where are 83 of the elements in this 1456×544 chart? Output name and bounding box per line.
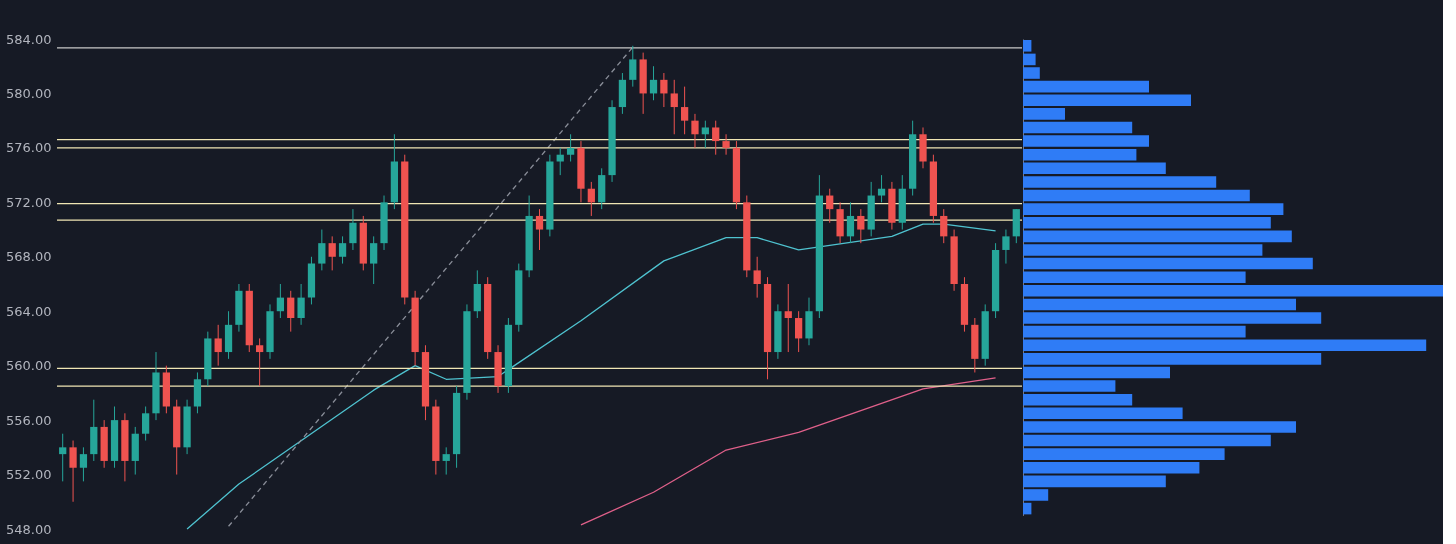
candlestick <box>59 433 67 482</box>
candlestick <box>328 235 336 271</box>
candlestick <box>318 229 326 271</box>
candlestick <box>940 208 948 244</box>
candlestick <box>629 45 637 88</box>
y-tick-label: 580.00 <box>6 85 52 101</box>
bar <box>1023 421 1296 433</box>
candlestick <box>701 120 709 149</box>
candlestick <box>680 86 689 135</box>
bar <box>1023 298 1296 311</box>
candlestick <box>660 72 668 108</box>
bar <box>1023 502 1032 515</box>
bar <box>1023 434 1271 447</box>
bar <box>1023 216 1271 229</box>
candlestick <box>535 208 544 251</box>
bar <box>1023 176 1217 188</box>
candlestick <box>587 181 595 217</box>
y-tick-label: 560.00 <box>6 358 52 374</box>
candlestick <box>349 208 357 251</box>
bar <box>1023 257 1313 270</box>
bar <box>1023 407 1183 420</box>
y-tick-label: 568.00 <box>6 249 52 265</box>
bar <box>1023 448 1225 460</box>
y-tick-label: 552.00 <box>6 467 52 483</box>
candlestick <box>795 310 803 353</box>
candlestick <box>69 440 77 503</box>
candlestick <box>784 283 792 353</box>
bar <box>1023 366 1170 379</box>
candlestick <box>276 283 284 319</box>
candlestick <box>141 406 150 442</box>
candlestick <box>79 446 88 482</box>
y-tick-label: 564.00 <box>6 303 52 319</box>
y-tick-label: 572.00 <box>6 194 52 210</box>
bar <box>1023 135 1149 147</box>
candlestick <box>442 446 450 476</box>
bar <box>1023 230 1292 243</box>
bar <box>1023 94 1191 107</box>
bar <box>1023 148 1137 161</box>
bar <box>1023 108 1065 120</box>
bar <box>1023 353 1322 365</box>
candlestick <box>857 208 865 244</box>
bar <box>1023 285 1443 297</box>
candlestick <box>712 120 720 156</box>
bar <box>1023 339 1427 352</box>
bar <box>1023 121 1133 134</box>
candlestick <box>297 283 305 326</box>
bar <box>1023 67 1040 79</box>
candlestick <box>753 256 761 299</box>
bar <box>1023 271 1246 283</box>
candlestick <box>649 65 658 101</box>
bar <box>1023 312 1322 324</box>
y-tick-label: 584.00 <box>6 31 52 47</box>
candlestick <box>556 147 564 176</box>
bar <box>1023 203 1284 215</box>
candlestick <box>338 235 347 265</box>
candlestick <box>256 337 264 387</box>
bar <box>1023 162 1166 175</box>
bar <box>1023 189 1250 202</box>
candlestick <box>214 324 222 367</box>
bar <box>1023 53 1036 66</box>
bar <box>1023 325 1246 338</box>
candlestick <box>370 235 378 285</box>
candlestick <box>670 79 678 135</box>
y-tick-label: 576.00 <box>6 140 52 156</box>
bar <box>1023 489 1049 501</box>
candlestick <box>691 113 699 149</box>
bar <box>1023 244 1263 256</box>
candlestick <box>877 174 886 203</box>
bar <box>1023 380 1116 392</box>
candlestick <box>846 201 855 244</box>
bar <box>1023 80 1149 93</box>
candlestick <box>566 133 575 162</box>
bar <box>1023 461 1200 474</box>
candlestick <box>287 290 295 333</box>
bar <box>1023 393 1133 406</box>
y-tick-label: 556.00 <box>6 412 52 428</box>
bar <box>1023 40 1032 52</box>
y-tick-label: 548.00 <box>6 521 52 537</box>
line-series <box>580 377 997 526</box>
candlestick <box>722 133 730 156</box>
candlestick <box>1002 229 1010 265</box>
candlestick <box>826 188 834 224</box>
bar <box>1023 475 1166 488</box>
